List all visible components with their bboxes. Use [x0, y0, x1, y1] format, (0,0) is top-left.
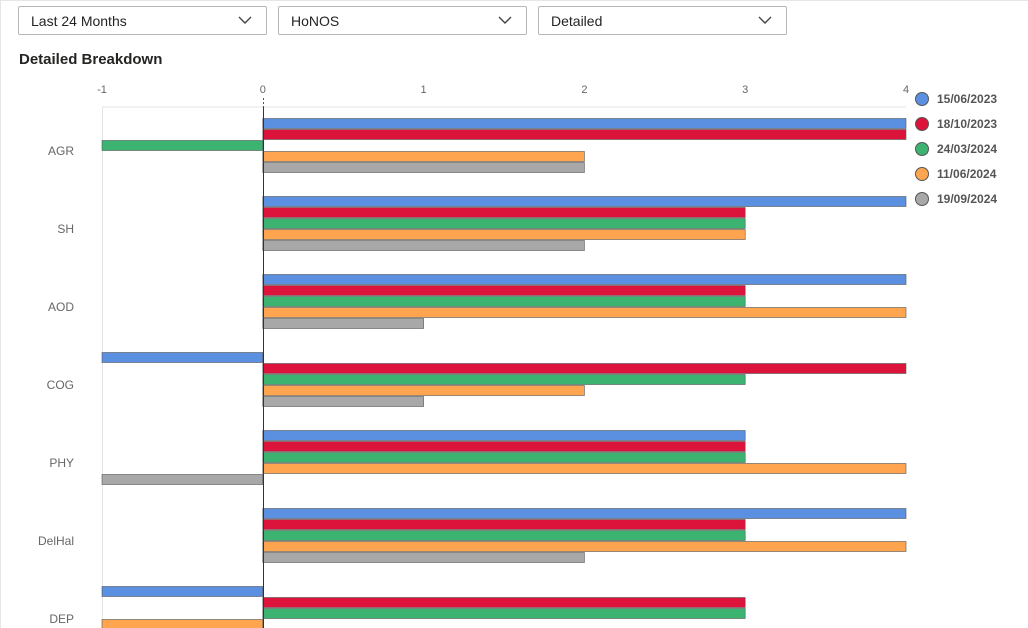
bar — [262, 552, 585, 563]
bar — [262, 530, 746, 541]
chevron-down-icon — [498, 16, 512, 24]
bar — [262, 218, 746, 229]
page-left-border — [0, 0, 1, 628]
bar — [262, 519, 746, 530]
chart-legend: 15/06/2023 18/10/2023 24/03/2024 11/06/2024… — [915, 86, 997, 211]
period-dropdown-value: Last 24 Months — [31, 12, 127, 29]
x-tick-label: 4 — [903, 84, 909, 96]
legend-swatch — [915, 166, 929, 181]
bar — [262, 240, 585, 251]
chevron-down-icon — [758, 16, 772, 24]
bar — [101, 474, 264, 485]
bar — [262, 207, 746, 218]
legend-label: 24/03/2024 — [937, 141, 998, 156]
bar — [262, 196, 907, 207]
measure-dropdown-value: HoNOS — [291, 12, 340, 29]
y-category-label: DEP — [49, 612, 74, 626]
bar — [262, 541, 907, 552]
bar — [262, 151, 585, 162]
legend-swatch — [915, 141, 929, 156]
bar — [262, 597, 746, 608]
view-dropdown[interactable]: Detailed — [538, 6, 787, 35]
y-category-label: COG — [47, 378, 74, 392]
x-tick-label: 1 — [421, 84, 427, 96]
bar — [262, 285, 746, 296]
bar — [262, 385, 585, 396]
view-dropdown-value: Detailed — [551, 12, 603, 29]
y-category-label: SH — [57, 222, 74, 236]
bar — [262, 396, 424, 407]
bar — [262, 508, 907, 519]
bar — [262, 296, 746, 307]
legend-swatch — [915, 91, 929, 106]
x-tick-label: 3 — [742, 84, 748, 96]
legend-label: 15/06/2023 — [937, 91, 998, 106]
bar — [262, 452, 746, 463]
x-tick-label: 2 — [581, 84, 587, 96]
bar — [262, 430, 746, 441]
bar — [262, 463, 907, 474]
bar — [262, 274, 907, 285]
bar — [262, 318, 424, 329]
bar — [262, 162, 585, 173]
legend-swatch — [915, 191, 929, 206]
page-top-border — [0, 0, 1028, 1]
period-dropdown[interactable]: Last 24 Months — [18, 6, 267, 35]
bar — [262, 374, 746, 385]
section-title: Detailed Breakdown — [19, 51, 163, 68]
legend-item[interactable]: 15/06/2023 — [915, 86, 997, 111]
y-category-label: AGR — [48, 144, 74, 158]
bar — [262, 129, 907, 140]
legend-label: 11/06/2024 — [937, 166, 997, 181]
bar — [262, 229, 746, 240]
x-tick-label: 0 — [260, 84, 266, 96]
measure-dropdown[interactable]: HoNOS — [278, 6, 527, 35]
chevron-down-icon — [238, 16, 252, 24]
y-category-label: DelHal — [38, 534, 74, 548]
legend-item[interactable]: 18/10/2023 — [915, 111, 997, 136]
bar — [262, 307, 907, 318]
bar — [262, 118, 907, 129]
legend-item[interactable]: 11/06/2024 — [915, 161, 997, 186]
bar — [101, 586, 264, 597]
legend-swatch — [915, 116, 929, 131]
bar — [262, 441, 746, 452]
legend-label: 18/10/2023 — [937, 116, 998, 131]
bar — [262, 363, 907, 374]
detailed-breakdown-chart: -1 0 1 2 3 4 AGR SH AOD COG PHY DelHal DEP — [38, 84, 909, 628]
legend-label: 19/09/2024 — [937, 191, 998, 206]
x-tick-label: -1 — [97, 84, 107, 96]
y-category-label: PHY — [49, 456, 74, 470]
y-category-label: AOD — [48, 300, 74, 314]
bar — [262, 608, 746, 619]
bar — [101, 352, 264, 363]
legend-item[interactable]: 19/09/2024 — [915, 186, 997, 211]
bar — [101, 140, 264, 151]
bar — [101, 619, 264, 628]
legend-item[interactable]: 24/03/2024 — [915, 136, 997, 161]
